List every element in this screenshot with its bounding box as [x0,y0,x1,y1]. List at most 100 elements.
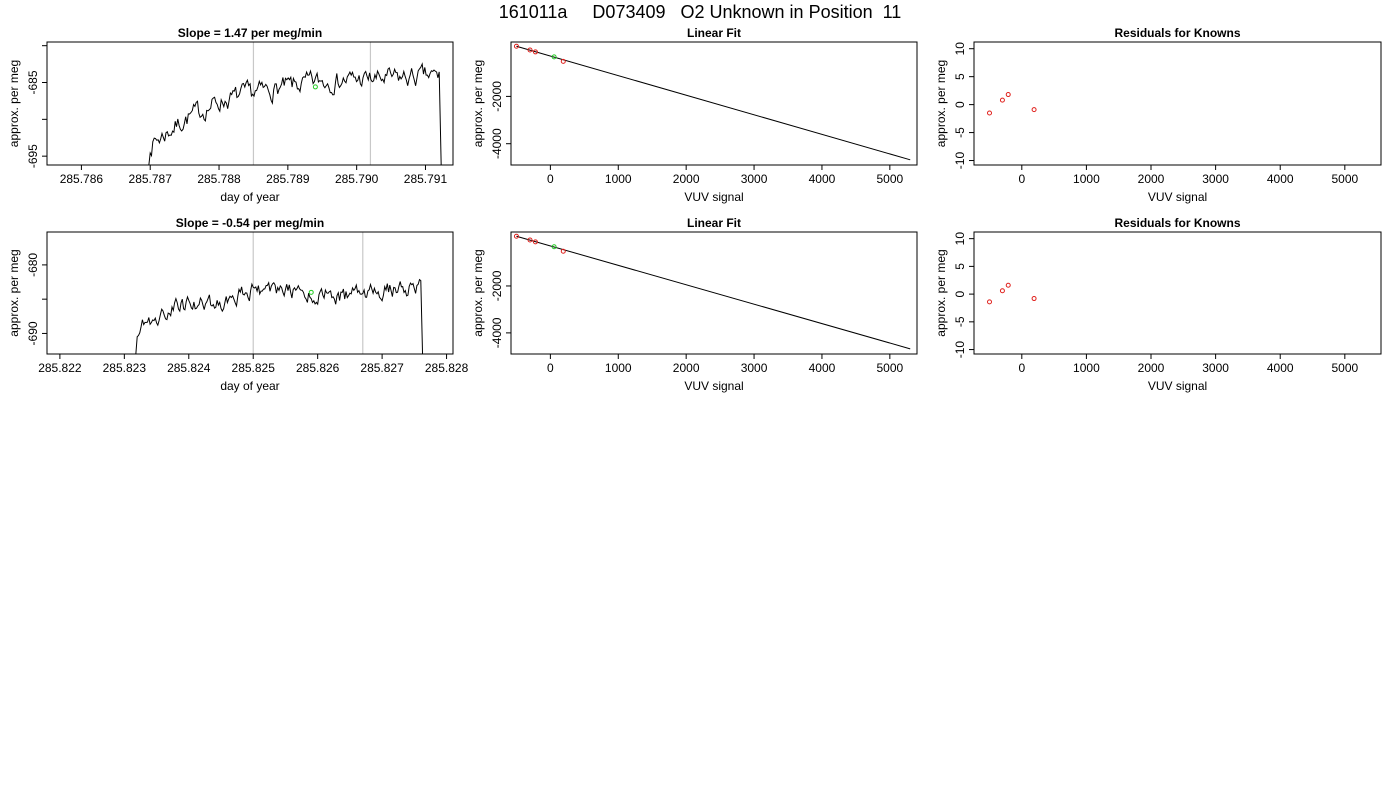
y-tick-label: -2000 [490,81,504,112]
y-tick-label: -2000 [490,270,504,301]
chart-panel-5: Linear Fit 0 1000 2000 3000 4000 5000 -4000 -200… [471,216,918,393]
x-tick-label: 2000 [673,361,700,375]
x-tick-label: 5000 [1331,361,1358,375]
known-point [999,288,1005,294]
x-axis-label: VUV signal [684,379,743,393]
known-point [513,43,519,49]
x-tick-label: 285.786 [60,172,104,186]
chart-panel-3: Residuals for Knowns 0 1000 2000 3000 4000 500… [934,26,1382,204]
plot-area [513,233,911,350]
x-tick-label: 5000 [876,361,903,375]
y-axis-label: approx. per meg [471,60,485,147]
x-tick-label: 1000 [1073,361,1100,375]
y-axis-label: approx. per meg [7,249,21,336]
plot-area [987,92,1037,116]
x-tick-label: 285.828 [425,361,469,375]
x-tick-label: 5000 [876,172,903,186]
panel-title: Residuals for Knowns [1114,216,1240,230]
x-tick-label: 285.827 [360,361,404,375]
known-point [560,58,566,64]
known-point [987,299,993,305]
y-tick-label: -5 [953,127,967,138]
y-tick-label: -10 [953,341,967,359]
x-tick-label: 285.789 [266,172,310,186]
x-tick-label: 3000 [741,172,768,186]
x-tick-label: 4000 [1267,361,1294,375]
x-tick-label: 4000 [1267,172,1294,186]
x-tick-label: 285.788 [197,172,241,186]
x-tick-label: 2000 [1138,172,1165,186]
x-tick-label: 285.790 [335,172,379,186]
x-axis-label: VUV signal [1148,190,1207,204]
chart-panel-1: Slope = 1.47 per meg/min 285.786 285.787 28… [7,26,454,204]
y-tick-label: -10 [953,152,967,170]
y-tick-label: -4000 [490,128,504,159]
plot-frame [46,41,454,166]
y-tick-label: 5 [953,73,967,80]
x-tick-label: 3000 [1202,172,1229,186]
chart-panel-4: Slope = -0.54 per meg/min 285.822 285.823 2… [7,216,469,393]
plot-frame [510,231,918,355]
x-tick-label: 285.826 [296,361,340,375]
known-point [527,47,533,53]
plot-area [987,282,1037,305]
x-tick-label: 3000 [741,361,768,375]
plot-frame [973,41,1382,166]
page-title: 161011a D073409 O2 Unknown in Position 1… [498,2,902,22]
x-tick-label: 285.791 [404,172,448,186]
x-tick-label: 285.824 [167,361,211,375]
x-tick-label: 285.822 [38,361,82,375]
y-axis-label: approx. per meg [934,249,948,336]
y-tick-label: 5 [953,263,967,270]
y-axis-label: approx. per meg [471,249,485,336]
x-axis-label: VUV signal [1148,379,1207,393]
y-tick-label: 0 [953,290,967,297]
x-tick-label: 285.825 [232,361,276,375]
x-axis-label: day of year [220,190,279,204]
x-tick-label: 285.823 [103,361,147,375]
x-tick-label: 2000 [1138,361,1165,375]
x-tick-label: 1000 [605,361,632,375]
chart-panel-2: Linear Fit 0 1000 2000 3000 4000 5000 -4000 -200… [471,26,918,204]
unknown-point [312,84,318,90]
chart-panel-6: Residuals for Knowns 0 1000 2000 3000 4000 500… [934,216,1382,393]
unknown-point [551,54,557,60]
y-tick-label: 0 [953,101,967,108]
x-tick-label: 4000 [809,172,836,186]
plot-area [513,43,911,161]
plot-area [135,278,424,354]
x-tick-label: 5000 [1331,172,1358,186]
known-point [513,233,519,239]
y-tick-label: -4000 [490,317,504,348]
known-point [1005,92,1011,98]
plot-area [148,62,442,165]
panel-title: Residuals for Knowns [1114,26,1240,40]
x-tick-label: 1000 [1073,172,1100,186]
known-point [1031,107,1037,113]
plot-frame [46,231,454,355]
known-point [560,248,566,254]
series-line [135,278,424,354]
unknown-point [551,244,557,250]
x-tick-label: 0 [547,361,554,375]
y-axis-label: approx. per meg [7,60,21,147]
x-axis-label: day of year [220,379,279,393]
known-point [987,110,993,116]
x-tick-label: 0 [1018,361,1025,375]
x-axis-label: VUV signal [684,190,743,204]
known-point [532,239,538,245]
x-tick-label: 4000 [809,361,836,375]
x-tick-label: 2000 [673,172,700,186]
known-point [527,237,533,243]
x-tick-label: 1000 [605,172,632,186]
y-tick-label: -695 [26,144,40,168]
y-axis-label: approx. per meg [934,60,948,147]
plot-frame [973,231,1382,355]
x-tick-label: 0 [547,172,554,186]
known-point [1031,296,1037,302]
fit-line [516,235,911,350]
x-tick-label: 3000 [1202,361,1229,375]
known-point [999,97,1005,103]
plot-frame [510,41,918,166]
